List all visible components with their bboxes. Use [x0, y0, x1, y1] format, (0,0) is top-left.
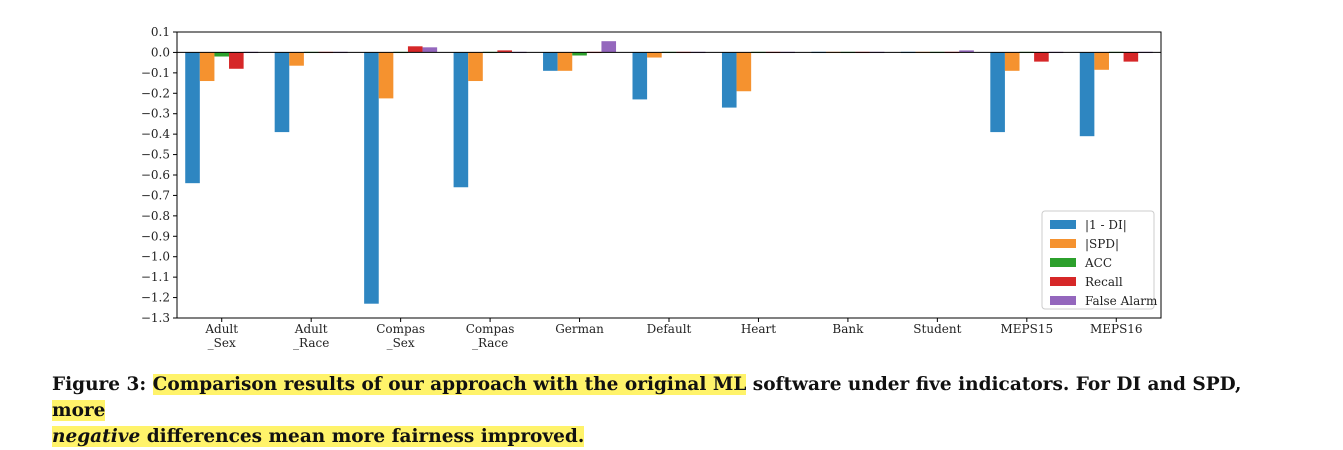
bar: [468, 52, 483, 82]
bar: [601, 41, 617, 53]
legend: |1 - DI| |SPD| ACC Recall False Alarm: [1041, 210, 1158, 310]
y-tick-label: −1.3: [141, 311, 170, 325]
y-tick-label: −1.1: [141, 270, 170, 284]
legend-label: |SPD|: [1085, 237, 1119, 251]
x-tick-label: Bank: [832, 322, 864, 336]
y-tick-label: 0.1: [151, 25, 170, 39]
bar: [647, 52, 662, 58]
bar: [632, 52, 648, 100]
bars: [185, 41, 1153, 304]
legend-swatch: [1050, 277, 1076, 286]
caption-highlight-1: Comparison results of our approach with …: [152, 374, 747, 395]
bar: [274, 52, 290, 133]
bar: [990, 52, 1005, 133]
x-tick-label: Student: [913, 322, 961, 336]
figure-caption: Figure 3: Comparison results of our appr…: [52, 372, 1292, 450]
x-tick-label: MEPS16: [1090, 322, 1143, 336]
x-axis-ticks: Adult_SexAdult_RaceCompas_SexCompas_Race…: [204, 318, 1143, 350]
x-tick-label: Heart: [741, 322, 776, 336]
y-axis-ticks: 0.1 0.0 −0.1 −0.2 −0.3 −0.4 −0.5 −0.6 −0.7 −0.8 −0…: [141, 25, 177, 325]
bar: [289, 52, 304, 66]
bar: [721, 52, 737, 108]
bar: [557, 52, 573, 71]
bar: [543, 52, 558, 71]
plot-frame: [176, 31, 1162, 319]
caption-highlight-2: more: [52, 400, 106, 421]
x-tick-label: MEPS15: [1001, 322, 1054, 336]
bar: [1094, 52, 1109, 70]
y-tick-label: −0.6: [141, 168, 170, 182]
x-tick-label: _Race: [293, 336, 329, 350]
bar: [1034, 52, 1049, 62]
x-tick-label: Compas: [466, 322, 515, 336]
x-tick-label: Compas: [376, 322, 425, 336]
y-tick-label: −0.3: [141, 107, 170, 121]
y-tick-label: −0.8: [141, 209, 170, 223]
x-tick-label: _Race: [472, 336, 508, 350]
bar: [497, 50, 512, 53]
x-tick-label: _Sex: [387, 336, 415, 350]
y-tick-label: −0.9: [141, 229, 170, 243]
bar: [199, 52, 215, 82]
x-tick-label: German: [555, 322, 604, 336]
caption-text-1: software under five indicators. For DI a…: [746, 374, 1242, 395]
bar: [1123, 52, 1139, 62]
x-tick-label: _Sex: [208, 336, 236, 350]
bar: [364, 52, 379, 304]
bar: [736, 52, 752, 92]
caption-highlight-3: negative differences mean more fairness …: [52, 426, 585, 447]
x-tick-label: Default: [647, 322, 692, 336]
legend-swatch: [1050, 239, 1076, 248]
legend-label: |1 - DI|: [1085, 218, 1127, 232]
y-tick-label: −0.1: [141, 66, 170, 80]
legend-swatch: [1050, 258, 1076, 267]
y-tick-label: −0.5: [141, 148, 170, 162]
x-tick-label: Adult: [294, 322, 328, 336]
bar: [1079, 52, 1095, 137]
y-tick-label: −0.4: [141, 127, 171, 141]
bar: [378, 52, 394, 99]
bar-chart: 0.1 0.0 −0.1 −0.2 −0.3 −0.4 −0.5 −0.6 −0.7 −0.8 −0…: [141, 25, 1162, 350]
bar: [229, 52, 244, 69]
bar: [185, 52, 200, 184]
caption-text-2: differences mean more fairness improved.: [140, 426, 585, 447]
bar: [214, 52, 230, 57]
legend-swatch: [1050, 296, 1076, 305]
legend-label: False Alarm: [1085, 294, 1158, 308]
bar: [572, 52, 587, 56]
bar: [959, 50, 974, 53]
caption-label: Figure 3:: [52, 374, 147, 395]
caption-emphasis: negative: [52, 426, 141, 447]
y-tick-label: −1.0: [141, 250, 170, 264]
bar: [422, 47, 438, 53]
bar: [407, 46, 423, 53]
y-tick-label: 0.0: [151, 45, 170, 59]
bar: [1004, 52, 1020, 71]
y-tick-label: −0.2: [141, 86, 170, 100]
y-tick-label: −1.2: [141, 291, 170, 305]
y-tick-label: −0.7: [141, 188, 170, 202]
legend-label: Recall: [1085, 275, 1123, 289]
legend-swatch: [1050, 220, 1076, 229]
legend-label: ACC: [1084, 256, 1112, 270]
x-tick-label: Adult: [204, 322, 238, 336]
bar: [453, 52, 469, 188]
